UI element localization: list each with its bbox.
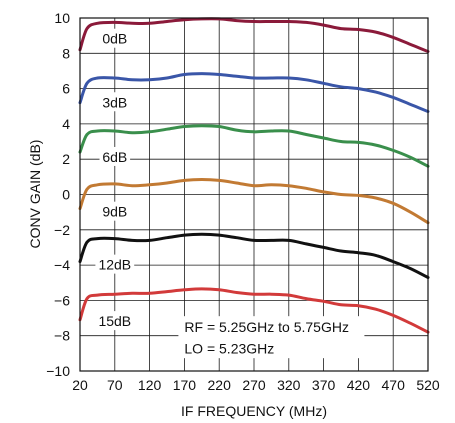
y-tick-label-5: 0 (62, 187, 70, 203)
series-label-5: 15dB (98, 313, 131, 329)
y-tick-label-10: 10 (54, 10, 70, 26)
y-tick-label-9: 8 (62, 45, 70, 61)
series-label-bg-2 (99, 146, 131, 166)
x-tick-label-4: 220 (208, 377, 232, 393)
y-tick-label-3: −4 (54, 257, 70, 273)
x-tick-label-10: 520 (416, 377, 440, 393)
x-tick-label-5: 270 (242, 377, 266, 393)
x-axis-label: IF FREQUENCY (MHz) (181, 403, 327, 419)
series-label-bg-0 (99, 28, 131, 48)
annotation-0: RF = 5.25GHz to 5.75GHz (184, 319, 349, 335)
y-tick-label-4: −2 (54, 222, 70, 238)
series-line-0dB (78, 17, 430, 53)
annotation-1: LO = 5.23GHz (184, 340, 274, 356)
y-tick-label-8: 6 (62, 81, 70, 97)
annotation-bg (178, 316, 365, 359)
series-label-1: 3dB (102, 94, 127, 110)
y-tick-label-2: −6 (54, 292, 70, 308)
series-line-12dB (78, 232, 430, 279)
x-tick-label-1: 70 (107, 377, 123, 393)
x-tick-label-2: 120 (138, 377, 162, 393)
y-tick-label-7: 4 (62, 116, 70, 132)
y-tick-labels: −10 −8 −6 −4 −2 0 2 4 6 8 10 (46, 10, 70, 379)
series-line-6dB (78, 124, 430, 168)
x-tick-label-9: 470 (382, 377, 406, 393)
series-line-9dB (78, 178, 430, 225)
x-tick-labels: 20 70 120 170 220 270 320 370 420 470 520 (72, 377, 440, 393)
series-line-15dB (78, 287, 430, 334)
plot-frame (79, 17, 429, 372)
y-axis-label: CONV GAIN (dB) (27, 140, 43, 249)
annotations: RF = 5.25GHz to 5.75GHz LO = 5.23GHz (178, 316, 365, 359)
y-tick-label-6: 2 (62, 151, 70, 167)
series-label-0: 0dB (102, 31, 127, 47)
series-lines (78, 17, 430, 334)
y-tick-label-0: −10 (46, 363, 70, 379)
series-label-bg-4 (95, 254, 135, 274)
x-tick-label-8: 420 (347, 377, 371, 393)
series-label-4: 12dB (98, 257, 131, 273)
series-label-bg-1 (99, 92, 131, 112)
series-line-3dB (78, 72, 430, 113)
y-tick-label-1: −8 (54, 328, 70, 344)
series-label-bg-3 (99, 201, 131, 221)
series-label-2: 6dB (102, 149, 127, 165)
x-tick-label-7: 370 (312, 377, 336, 393)
x-tick-label-3: 170 (173, 377, 197, 393)
series-label-bg-5 (95, 311, 135, 331)
x-tick-label-6: 320 (277, 377, 301, 393)
x-tick-label-0: 20 (72, 377, 88, 393)
series-labels: 0dB 3dB 6dB 9dB 12dB 15dB (95, 28, 135, 331)
series-label-3: 9dB (102, 204, 127, 220)
